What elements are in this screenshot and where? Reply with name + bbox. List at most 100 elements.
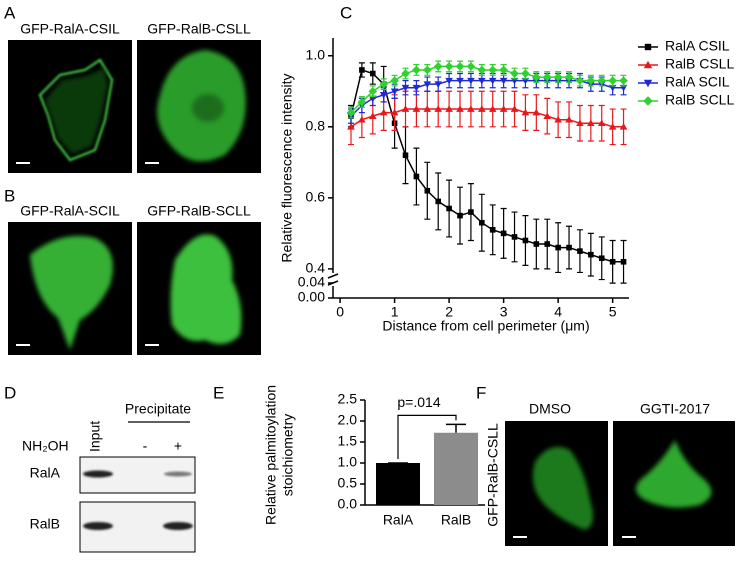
- micrograph: [8, 222, 132, 355]
- marker: [608, 84, 617, 92]
- y-tick-label: 1.5: [338, 433, 358, 449]
- treatment-level: -: [143, 438, 148, 454]
- marker: [412, 105, 421, 112]
- marker: [346, 108, 356, 117]
- marker: [445, 77, 453, 85]
- marker: [500, 230, 507, 237]
- legend-label: RalA SCIL: [665, 74, 730, 90]
- marker: [511, 234, 518, 240]
- row-label: GFP-RalB-CSLL: [485, 423, 501, 527]
- marker: [608, 76, 617, 85]
- marker: [521, 108, 530, 116]
- marker: [423, 105, 432, 112]
- legend-label: RalA CSIL: [665, 38, 730, 54]
- marker: [566, 244, 572, 251]
- marker: [412, 84, 421, 92]
- micrograph: [505, 421, 608, 546]
- y-tick-label: 0.4: [306, 260, 326, 276]
- y-tick-label: 0.5: [338, 475, 358, 491]
- marker: [368, 112, 377, 119]
- row-label: RalB: [30, 516, 60, 532]
- marker: [488, 105, 497, 112]
- image-caption: GFP-RalB-SCLL: [147, 203, 251, 219]
- y-axis-label: stoichiometry: [280, 414, 296, 496]
- y-axis-label: Relative fluorescence intensity: [279, 73, 295, 262]
- marker: [598, 255, 605, 262]
- marker: [597, 76, 607, 85]
- legend-label: RalB SCLL: [665, 92, 734, 108]
- marker: [619, 84, 628, 92]
- marker: [609, 258, 616, 265]
- marker: [368, 86, 378, 96]
- marker: [588, 251, 594, 258]
- marker: [575, 76, 585, 85]
- marker: [467, 105, 475, 112]
- micrograph: [137, 40, 261, 173]
- marker: [390, 76, 399, 85]
- marker: [532, 72, 541, 82]
- marker: [357, 97, 367, 107]
- marker: [553, 72, 563, 82]
- marker: [412, 65, 421, 75]
- lane-label: Precipitate: [125, 401, 191, 417]
- x-tick-label: 5: [609, 304, 617, 320]
- marker: [423, 65, 432, 75]
- x-tick-label: 4: [554, 304, 562, 320]
- marker: [413, 173, 420, 180]
- marker: [577, 248, 583, 254]
- annotation: p=.014: [397, 394, 440, 410]
- panel-label: C: [340, 3, 352, 22]
- x-tick-label: 2: [445, 304, 453, 320]
- legend-marker: [643, 60, 653, 69]
- legend-marker: [644, 43, 652, 51]
- y-tick-label: 0.0: [338, 496, 358, 512]
- marker: [510, 69, 519, 78]
- marker: [435, 198, 442, 205]
- micrograph: [8, 40, 132, 173]
- marker: [347, 123, 355, 130]
- marker: [510, 105, 519, 112]
- marker: [533, 241, 540, 247]
- image-caption: GFP-RalA-CSIL: [20, 21, 120, 37]
- marker: [532, 108, 541, 116]
- image-caption: GFP-RalA-SCIL: [20, 203, 120, 219]
- marker: [597, 119, 606, 127]
- marker: [358, 115, 366, 123]
- y-tick-label: 1.0: [338, 454, 358, 470]
- marker: [379, 108, 388, 116]
- marker: [456, 77, 464, 85]
- marker: [555, 244, 561, 251]
- x-tick-label: 0: [336, 304, 344, 320]
- y-tick-label: 0.00: [298, 289, 325, 305]
- panel-label: B: [4, 186, 15, 205]
- marker: [401, 84, 410, 92]
- marker: [369, 70, 376, 77]
- marker: [488, 65, 498, 75]
- panel-label: D: [4, 383, 16, 402]
- marker: [390, 108, 399, 116]
- y-axis-label: Relative palmitoylation: [263, 385, 279, 525]
- x-tick-label: RalB: [441, 512, 471, 528]
- lane-label: Input: [87, 421, 103, 452]
- marker: [521, 69, 530, 78]
- marker: [479, 219, 485, 226]
- marker: [401, 69, 410, 78]
- marker: [608, 123, 617, 130]
- y-tick-label: 2.5: [338, 391, 358, 407]
- marker: [619, 123, 628, 130]
- row-label: RalA: [30, 465, 61, 481]
- legend-marker: [643, 96, 653, 106]
- marker: [478, 77, 486, 85]
- panel-label: E: [213, 383, 224, 402]
- y-tick-label: 1.0: [306, 46, 326, 62]
- marker: [390, 88, 399, 96]
- marker: [455, 62, 465, 71]
- marker: [488, 77, 497, 85]
- marker: [466, 62, 476, 71]
- marker: [457, 212, 463, 219]
- marker: [499, 65, 508, 75]
- marker: [565, 115, 573, 123]
- marker: [434, 105, 443, 112]
- marker: [510, 77, 519, 85]
